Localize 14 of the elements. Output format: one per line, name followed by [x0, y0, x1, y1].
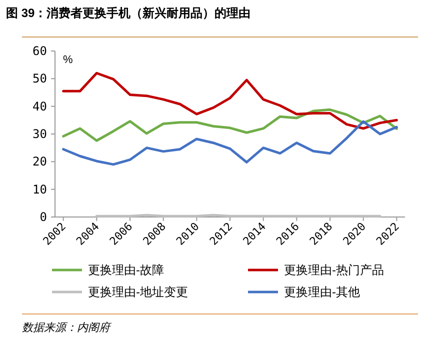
y-tick-label: 50 — [32, 72, 47, 86]
legend-label: 更换理由-热门产品 — [284, 263, 384, 277]
legend-label: 更换理由-其他 — [284, 285, 360, 299]
y-tick-label: 30 — [32, 127, 47, 141]
chart-title: 图 39：消费者更换手机（新兴耐用品）的理由 — [6, 6, 251, 20]
legend-label: 更换理由-故障 — [88, 263, 164, 277]
y-tick-label: 60 — [32, 44, 47, 58]
y-axis-title: % — [63, 54, 73, 66]
y-tick-label: 40 — [32, 99, 47, 114]
y-tick-label: 0 — [40, 210, 47, 224]
legend-label: 更换理由-地址变更 — [88, 285, 188, 299]
source-note: 数据来源：内阁府 — [22, 321, 112, 334]
y-tick-label: 10 — [32, 182, 47, 196]
y-tick-label: 20 — [32, 154, 47, 169]
